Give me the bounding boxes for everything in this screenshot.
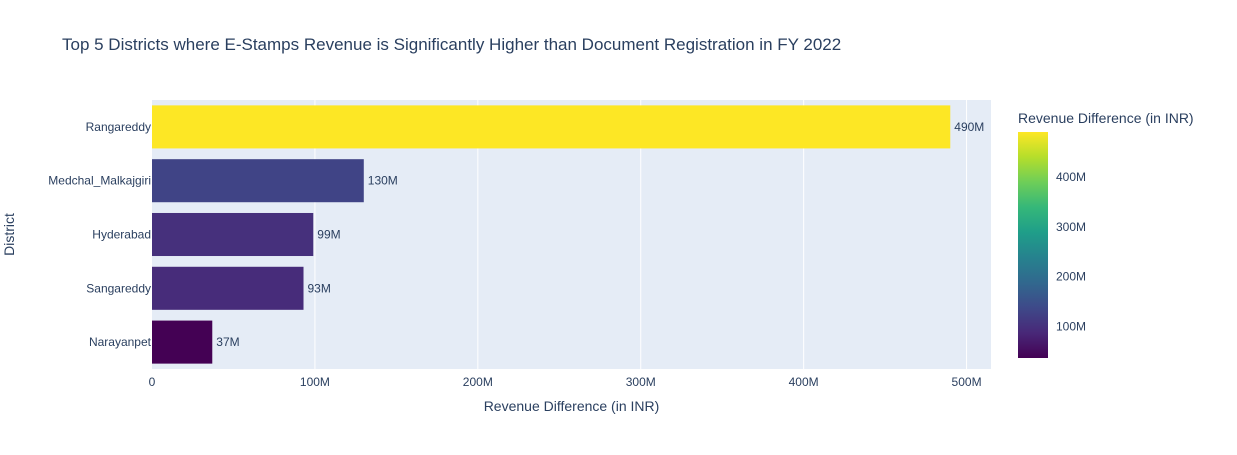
bars: [152, 105, 951, 364]
colorbar-tick-label: 300M: [1056, 220, 1086, 234]
bar: [152, 212, 314, 257]
bar: [152, 266, 304, 310]
bar: [152, 105, 951, 149]
x-axis-tick-labels: 0 100M 200M 300M 400M 500M: [149, 375, 982, 389]
bar-data-label: 130M: [368, 174, 398, 188]
bar-data-label: 37M: [216, 335, 239, 349]
chart-title: Top 5 Districts where E-Stamps Revenue i…: [62, 35, 841, 54]
y-tick-label: Rangareddy: [86, 120, 151, 134]
bar: [152, 159, 364, 203]
y-tick-label: Narayanpet: [89, 335, 152, 349]
data-labels: 490M 130M 99M 93M 37M: [216, 120, 984, 349]
colorbar-tick-label: 100M: [1056, 320, 1086, 334]
y-tick-label: Medchal_Malkajgiri: [48, 174, 151, 188]
bar: [152, 320, 213, 364]
y-axis-title: District: [1, 213, 17, 256]
colorbar-tick-label: 200M: [1056, 270, 1086, 284]
y-tick-label: Sangareddy: [86, 281, 151, 295]
bar-data-label: 99M: [317, 228, 340, 242]
y-axis-tick-labels: Rangareddy Medchal_Malkajgiri Hyderabad San…: [48, 120, 151, 349]
x-tick-label: 100M: [300, 375, 330, 389]
x-tick-label: 200M: [463, 375, 493, 389]
colorbar-title: Revenue Difference (in INR): [1018, 110, 1194, 126]
bar-data-label: 93M: [308, 281, 331, 295]
colorbar: [1018, 132, 1048, 358]
colorbar-tick-label: 400M: [1056, 170, 1086, 184]
x-tick-label: 300M: [626, 375, 656, 389]
y-tick-label: Hyderabad: [92, 228, 151, 242]
x-axis-title: Revenue Difference (in INR): [484, 398, 660, 414]
bar-data-label: 490M: [954, 120, 984, 134]
colorbar-tick-labels: 100M 200M 300M 400M: [1056, 170, 1086, 334]
x-tick-label: 400M: [789, 375, 819, 389]
x-tick-label: 500M: [952, 375, 982, 389]
x-tick-label: 0: [149, 375, 156, 389]
